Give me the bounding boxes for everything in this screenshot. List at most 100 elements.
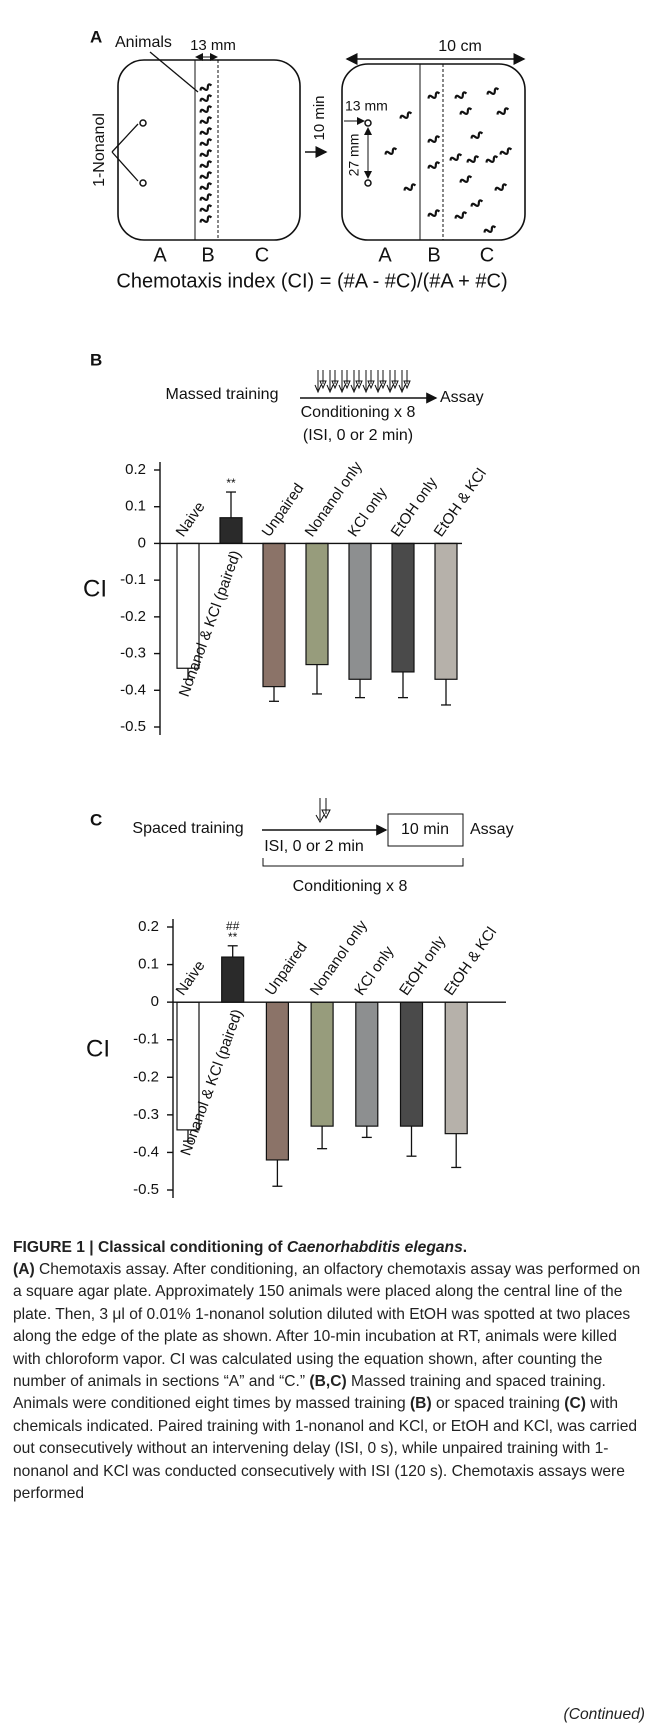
bar: [266, 1002, 288, 1160]
stimulus-arrows: [315, 370, 410, 392]
bar: [222, 957, 244, 1002]
panel-label: C: [90, 810, 102, 829]
worm: [428, 162, 441, 171]
stimulus-arrow: [399, 370, 410, 392]
category-label: Naive: [173, 958, 209, 999]
worm: [455, 212, 468, 221]
panel-label: B: [90, 350, 102, 369]
y-tick-label: 0: [138, 534, 146, 551]
worm: [467, 156, 480, 165]
label: 10 cm: [438, 38, 482, 55]
continued: (Continued): [13, 1704, 645, 1726]
label: Spaced training: [132, 820, 243, 837]
worm: [200, 194, 213, 203]
annotation: **: [228, 930, 238, 944]
label: 10 min: [401, 821, 449, 838]
y-tick-label: -0.5: [120, 718, 146, 735]
category-label: EtOH & KCl: [431, 465, 490, 540]
y-tick-label: -0.5: [133, 1181, 159, 1198]
worm: [455, 92, 468, 101]
caption-text: Chemotaxis assay. After conditioning, an…: [13, 1261, 640, 1390]
worm: [497, 108, 510, 117]
label: Assay: [470, 821, 514, 838]
label: Conditioning x 8: [293, 878, 408, 895]
worm: [495, 184, 508, 193]
caption-text: (C): [564, 1395, 586, 1412]
worm: [200, 139, 213, 148]
bar: [349, 543, 371, 679]
y-tick-label: 0.2: [138, 918, 159, 935]
worm: [428, 92, 441, 101]
section: C: [255, 244, 269, 266]
label: Assay: [440, 389, 484, 406]
bar: [392, 543, 414, 672]
bar: [263, 543, 285, 686]
worm: [460, 108, 473, 117]
label: Animals: [115, 34, 172, 51]
y-tick-label: -0.4: [120, 681, 146, 698]
category-label: Unpaired: [259, 480, 308, 540]
worm: [200, 128, 213, 137]
spot: [140, 120, 146, 126]
worm: [450, 154, 463, 163]
stimulus-arrow: [339, 370, 350, 392]
caption-text: .: [463, 1239, 467, 1256]
worm: [200, 106, 213, 115]
caption-body: (A) Chemotaxis assay. After conditioning…: [13, 1259, 645, 1505]
bar: [220, 518, 242, 544]
caption-text: or spaced training: [432, 1395, 565, 1412]
category-label: EtOH & KCl: [441, 924, 500, 999]
spot: [365, 180, 371, 186]
y-tick-label: 0.1: [125, 498, 146, 515]
y-tick-label: -0.3: [133, 1106, 159, 1123]
worm: [385, 148, 398, 157]
worm: [400, 112, 413, 121]
bar: [306, 543, 328, 664]
worm: [200, 216, 213, 225]
worm: [404, 184, 417, 193]
stimulus-arrow: [351, 370, 362, 392]
y-tick-label: 0.1: [138, 956, 159, 973]
stimulus-arrow: [375, 370, 386, 392]
section: C: [480, 244, 494, 266]
worm: [486, 156, 499, 165]
section: B: [427, 244, 440, 266]
worm: [428, 210, 441, 219]
bar: [401, 1002, 423, 1126]
caption-text: (B,C): [309, 1373, 346, 1390]
category-label: Naive: [173, 499, 209, 540]
worm: [460, 176, 473, 185]
caption-text: (A): [13, 1261, 35, 1278]
spot: [365, 120, 371, 126]
caption-text: (B): [410, 1395, 432, 1412]
label: ISI, 0 or 2 min: [264, 838, 364, 855]
caption-text: Caenorhabditis elegans: [287, 1239, 463, 1256]
caption-text: FIGURE 1 | Classical conditioning of: [13, 1239, 287, 1256]
worm: [200, 150, 213, 159]
worm: [200, 205, 213, 214]
panel-label: A: [90, 27, 102, 46]
label: 13 mm: [345, 98, 388, 114]
arrow: [150, 52, 198, 92]
worm: [200, 172, 213, 181]
bracket: [263, 858, 463, 866]
section: A: [378, 244, 392, 266]
bar: [311, 1002, 333, 1126]
y-tick-label: -0.2: [120, 608, 146, 625]
label: 27 mm: [346, 134, 362, 177]
y-tick-label: -0.4: [133, 1143, 159, 1160]
category-label: Unpaired: [262, 939, 311, 999]
label: Massed training: [166, 386, 279, 403]
stimulus-arrow: [315, 370, 326, 392]
y-tick-label: -0.1: [133, 1031, 159, 1048]
worm: [500, 148, 513, 157]
label: 13 mm: [190, 37, 236, 54]
section: B: [201, 244, 214, 266]
y-axis-label: CI: [86, 1035, 110, 1062]
worm: [200, 95, 213, 104]
label: 10 min: [311, 95, 328, 140]
label: 1-Nonanol: [91, 113, 108, 187]
category-label: KCl only: [345, 484, 391, 540]
worm: [471, 132, 484, 141]
worm: [428, 136, 441, 145]
